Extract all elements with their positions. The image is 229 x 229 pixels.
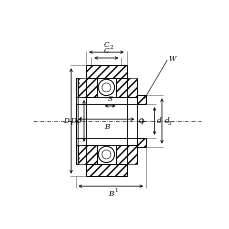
Bar	[75, 145, 78, 164]
Text: d: d	[164, 117, 168, 125]
Text: 1: 1	[74, 120, 78, 125]
Text: W: W	[168, 55, 175, 63]
Text: D: D	[70, 117, 75, 125]
Bar	[115, 78, 137, 97]
Bar	[75, 78, 97, 97]
Text: C: C	[103, 41, 109, 49]
Text: C: C	[103, 47, 109, 55]
Bar	[86, 65, 126, 78]
Bar	[75, 78, 78, 97]
Text: S: S	[107, 95, 112, 103]
Text: 1: 1	[68, 120, 72, 125]
Bar	[75, 145, 97, 164]
Text: B: B	[103, 123, 109, 131]
Bar	[115, 145, 137, 164]
Text: 2: 2	[109, 45, 113, 50]
Bar	[86, 164, 126, 177]
Text: 1: 1	[114, 188, 117, 193]
Bar	[137, 95, 145, 104]
Text: d: d	[156, 117, 161, 125]
Text: d: d	[76, 117, 81, 125]
Text: D: D	[63, 117, 68, 125]
Bar	[137, 138, 145, 147]
Text: 3: 3	[167, 120, 171, 125]
Circle shape	[98, 79, 114, 95]
Text: B: B	[108, 190, 113, 198]
Circle shape	[98, 146, 114, 163]
